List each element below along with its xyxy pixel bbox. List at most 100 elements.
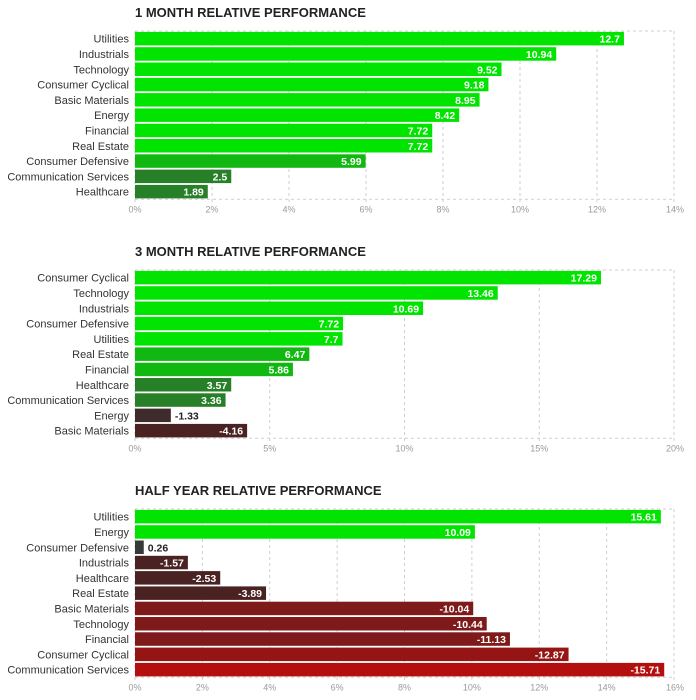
- bar: [135, 571, 221, 585]
- bar: [135, 540, 144, 554]
- data-label: 7.7: [324, 334, 339, 346]
- tick-label: 10%: [463, 682, 481, 692]
- data-label: 1.89: [183, 187, 204, 199]
- category-label: Energy: [94, 110, 129, 122]
- data-label: 12.7: [600, 34, 621, 46]
- tick-label: 16%: [666, 682, 684, 692]
- tick-label: 14%: [666, 204, 684, 214]
- data-label: 7.72: [408, 141, 429, 153]
- data-label: 17.29: [571, 273, 597, 285]
- category-label: Financial: [85, 364, 129, 376]
- bar: [135, 647, 569, 662]
- tick-label: 12%: [588, 204, 606, 214]
- category-label: Consumer Defensive: [26, 156, 129, 168]
- bar: [135, 270, 601, 285]
- bar: [135, 108, 460, 122]
- category-label: Communication Services: [7, 665, 129, 677]
- category-label: Technology: [73, 288, 129, 300]
- category-label: Healthcare: [76, 187, 129, 199]
- bar: [135, 525, 475, 539]
- data-label: 10.09: [445, 527, 471, 539]
- bar: [135, 509, 661, 524]
- data-label: 6.47: [285, 349, 306, 361]
- bar: [135, 169, 232, 184]
- bar: [135, 555, 188, 570]
- category-label: Consumer Defensive: [26, 319, 129, 331]
- data-label: -12.87: [535, 649, 565, 661]
- data-label: 9.52: [477, 64, 498, 76]
- bar: [135, 408, 171, 423]
- bar: [135, 632, 510, 646]
- tick-label: 2%: [196, 682, 209, 692]
- category-label: Consumer Cyclical: [37, 80, 129, 92]
- bar: [135, 139, 433, 153]
- category-label: Real Estate: [72, 588, 129, 600]
- category-label: Basic Materials: [54, 95, 129, 107]
- category-label: Industrials: [79, 303, 130, 315]
- category-label: Utilities: [94, 334, 130, 346]
- chart-title: 1 MONTH RELATIVE PERFORMANCE: [135, 5, 366, 20]
- tick-label: 12%: [530, 682, 548, 692]
- bar: [135, 286, 498, 300]
- bar: [135, 362, 293, 377]
- category-label: Communication Services: [7, 171, 129, 183]
- bar: [135, 378, 232, 392]
- tick-label: 0%: [128, 682, 141, 692]
- bar: [135, 154, 366, 168]
- tick-label: 2%: [205, 204, 218, 214]
- bar: [135, 316, 344, 331]
- data-label: 8.95: [455, 95, 476, 107]
- category-label: Real Estate: [72, 141, 129, 153]
- data-label: 3.57: [207, 380, 228, 392]
- tick-label: 4%: [282, 204, 295, 214]
- data-label: -2.53: [192, 573, 216, 585]
- chart-title: 3 MONTH RELATIVE PERFORMANCE: [135, 244, 366, 259]
- tick-label: 10%: [511, 204, 529, 214]
- category-label: Technology: [73, 64, 129, 76]
- bar: [135, 184, 208, 199]
- data-label: 10.69: [393, 303, 419, 315]
- bar: [135, 123, 433, 138]
- bar: [135, 347, 310, 361]
- data-label: 8.42: [435, 110, 456, 122]
- bar: [135, 662, 665, 677]
- data-label: 9.18: [464, 80, 485, 92]
- bar: [135, 393, 226, 407]
- data-label: 13.46: [467, 288, 493, 300]
- bar: [135, 62, 502, 76]
- category-label: Utilities: [94, 34, 130, 46]
- category-label: Energy: [94, 410, 129, 422]
- tick-label: 10%: [395, 443, 413, 453]
- tick-label: 20%: [666, 443, 684, 453]
- tick-label: 14%: [598, 682, 616, 692]
- category-label: Basic Materials: [54, 426, 129, 438]
- data-label: 15.61: [631, 512, 657, 524]
- bar: [135, 77, 489, 92]
- data-label: 2.5: [213, 171, 228, 183]
- data-label: -11.13: [477, 634, 506, 646]
- bar: [135, 423, 248, 438]
- tick-label: 5%: [263, 443, 276, 453]
- data-label: 7.72: [408, 125, 429, 137]
- data-label: -15.71: [630, 665, 660, 677]
- data-label: 10.94: [526, 49, 552, 61]
- tick-label: 4%: [263, 682, 276, 692]
- category-label: Real Estate: [72, 349, 129, 361]
- category-label: Financial: [85, 125, 129, 137]
- category-label: Financial: [85, 634, 129, 646]
- category-label: Basic Materials: [54, 603, 129, 615]
- category-label: Utilities: [94, 512, 130, 524]
- category-label: Communication Services: [7, 395, 129, 407]
- data-label: 5.86: [268, 364, 289, 376]
- category-label: Technology: [73, 619, 129, 631]
- category-label: Consumer Defensive: [26, 542, 129, 554]
- tick-label: 8%: [436, 204, 449, 214]
- bar: [135, 332, 343, 346]
- data-label: -1.57: [160, 558, 184, 570]
- bar: [135, 301, 424, 315]
- category-label: Industrials: [79, 49, 130, 61]
- category-label: Healthcare: [76, 380, 129, 392]
- tick-label: 6%: [331, 682, 344, 692]
- category-label: Industrials: [79, 558, 130, 570]
